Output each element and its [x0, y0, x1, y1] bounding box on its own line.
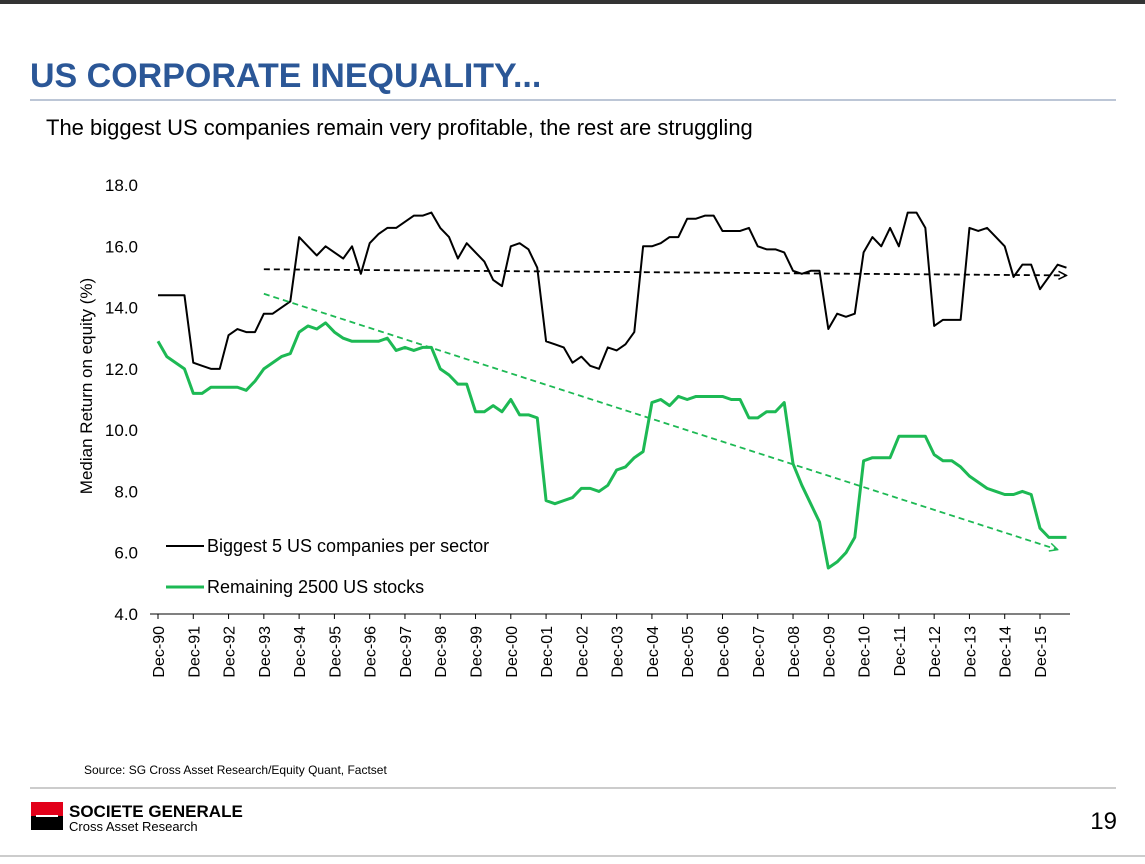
x-tick-label: Dec-95 — [327, 626, 344, 678]
x-tick-label: Dec-02 — [574, 626, 591, 678]
logo — [31, 802, 63, 830]
x-tick-label: Dec-98 — [433, 626, 450, 678]
page-number: 19 — [1090, 808, 1117, 835]
y-tick-label: 18.0 — [105, 176, 138, 195]
y-tick-label: 16.0 — [105, 237, 138, 256]
brand-name: SOCIETE GENERALE — [69, 802, 243, 821]
x-tick-label: Dec-97 — [398, 626, 415, 678]
x-tick-label: Dec-08 — [786, 626, 803, 678]
x-tick-label: Dec-12 — [927, 626, 944, 678]
x-tick-label: Dec-05 — [680, 626, 697, 678]
legend-label: Biggest 5 US companies per sector — [207, 536, 489, 556]
y-axis-label: Median Return on equity (%) — [77, 278, 96, 494]
source-note: Source: SG Cross Asset Research/Equity Q… — [84, 763, 387, 777]
x-tick-label: Dec-93 — [257, 626, 274, 678]
x-tick-label: Dec-91 — [186, 626, 203, 678]
logo-black — [31, 816, 63, 830]
x-tick-label: Dec-92 — [222, 626, 239, 678]
y-tick-label: 12.0 — [105, 360, 138, 379]
x-tick-label: Dec-90 — [151, 626, 168, 678]
y-tick-label: 10.0 — [105, 421, 138, 440]
x-tick-label: Dec-03 — [610, 626, 627, 678]
y-tick-label: 14.0 — [105, 299, 138, 318]
top-bar — [0, 0, 1145, 4]
x-tick-label: Dec-11 — [892, 626, 909, 676]
slide-title: US CORPORATE INEQUALITY... — [30, 57, 541, 95]
legend-label: Remaining 2500 US stocks — [207, 577, 424, 597]
chart-title: The biggest US companies remain very pro… — [46, 115, 753, 140]
logo-white — [36, 815, 58, 817]
y-tick-label: 8.0 — [114, 482, 138, 501]
x-tick-label: Dec-15 — [1033, 626, 1050, 678]
x-tick-label: Dec-10 — [857, 626, 874, 678]
x-tick-label: Dec-14 — [998, 626, 1015, 678]
x-tick-label: Dec-04 — [645, 626, 662, 678]
x-tick-label: Dec-94 — [292, 626, 309, 678]
x-tick-label: Dec-01 — [539, 626, 556, 678]
x-tick-label: Dec-07 — [751, 626, 768, 678]
trend-line — [263, 268, 1067, 275]
x-tick-label: Dec-96 — [363, 626, 380, 678]
series-line — [156, 321, 1067, 570]
trend-line — [263, 292, 1058, 550]
logo-red — [31, 802, 63, 816]
series-line — [158, 211, 1067, 370]
brand-subtitle: Cross Asset Research — [69, 819, 198, 834]
y-tick-label: 4.0 — [114, 605, 138, 624]
x-tick-label: Dec-09 — [821, 626, 838, 678]
y-tick-label: 6.0 — [114, 544, 138, 563]
x-tick-label: Dec-06 — [715, 626, 732, 678]
x-tick-label: Dec-00 — [504, 626, 521, 678]
x-tick-label: Dec-13 — [962, 626, 979, 678]
x-tick-label: Dec-99 — [469, 626, 486, 678]
